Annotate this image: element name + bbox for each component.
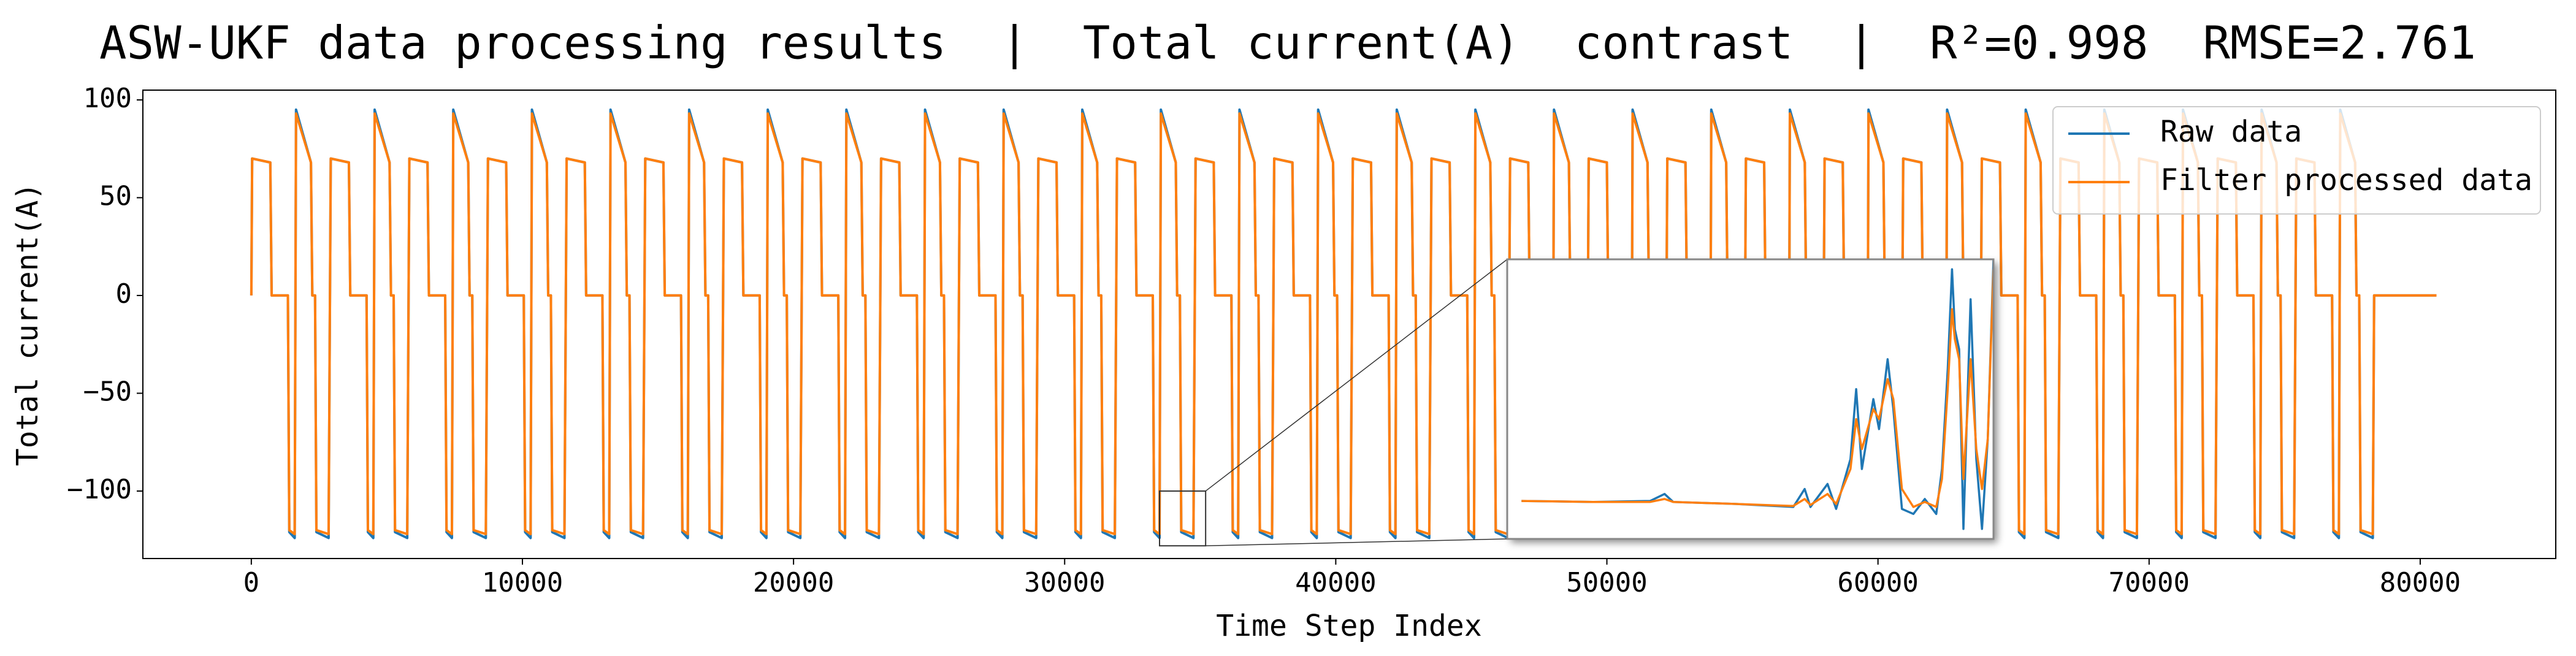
legend-label: Raw data [2160, 115, 2302, 149]
y-tick-label: −100 [67, 474, 132, 505]
x-tick-label: 40000 [1295, 567, 1376, 598]
x-tick-label: 60000 [1837, 567, 1918, 598]
zoom-box [1159, 490, 1207, 547]
x-tick-label: 10000 [482, 567, 563, 598]
x-tick-label: 0 [243, 567, 260, 598]
y-tick-label: 100 [83, 83, 132, 114]
y-tick-label: 0 [116, 278, 132, 310]
x-axis-label: Time Step Index [1216, 609, 1481, 643]
plot-area [250, 108, 2437, 540]
x-tick-label: 20000 [753, 567, 834, 598]
axes-frame [142, 90, 2556, 559]
y-axis-label: Total current(A) [10, 183, 45, 466]
x-tick-label: 30000 [1024, 567, 1105, 598]
x-tick-label: 50000 [1566, 567, 1647, 598]
chart-title: ASW-UKF data processing results | Total … [99, 17, 2476, 70]
plot-area [1521, 259, 1993, 530]
data-line [1521, 269, 1993, 508]
x-tick-label: 80000 [2380, 567, 2461, 598]
y-tick-label: 50 [99, 180, 132, 212]
y-tick-label: −50 [83, 376, 132, 407]
legend-label: Filter processed data [2160, 163, 2532, 197]
zoom-connector [1205, 259, 1508, 492]
data-line [250, 112, 2437, 536]
zoom-connector [1206, 538, 1508, 547]
inset-frame [1506, 258, 1995, 540]
legend-box [2052, 106, 2541, 215]
inset-background [1507, 259, 1993, 539]
x-tick-label: 70000 [2109, 567, 2190, 598]
